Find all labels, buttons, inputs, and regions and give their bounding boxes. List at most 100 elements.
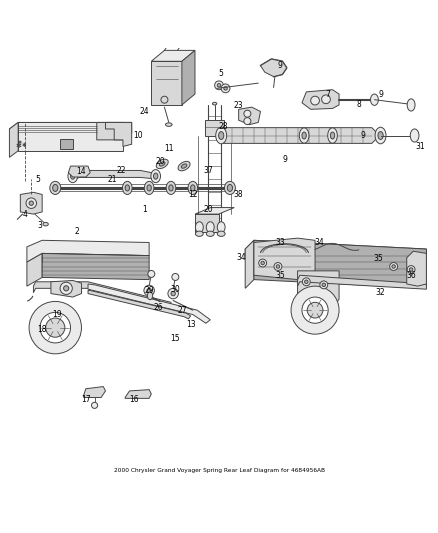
Ellipse shape — [302, 132, 306, 139]
Circle shape — [29, 201, 33, 205]
Bar — [205, 120, 224, 135]
Ellipse shape — [217, 231, 225, 236]
Circle shape — [244, 118, 251, 125]
Ellipse shape — [159, 161, 165, 166]
Ellipse shape — [371, 94, 378, 106]
Text: 5: 5 — [219, 69, 224, 78]
Polygon shape — [20, 192, 42, 214]
Circle shape — [392, 265, 396, 268]
Polygon shape — [195, 214, 219, 231]
Circle shape — [261, 261, 265, 265]
Bar — [60, 139, 73, 149]
Circle shape — [144, 285, 154, 296]
Polygon shape — [239, 107, 261, 125]
Polygon shape — [407, 251, 426, 286]
Polygon shape — [297, 275, 426, 289]
Circle shape — [161, 96, 168, 103]
Polygon shape — [297, 271, 339, 310]
Text: 36: 36 — [406, 271, 416, 280]
Circle shape — [92, 402, 98, 408]
Text: 1: 1 — [142, 205, 147, 214]
Text: 2000 Chrysler Grand Voyager Spring Rear Leaf Diagram for 4684956AB: 2000 Chrysler Grand Voyager Spring Rear … — [113, 469, 325, 473]
Polygon shape — [254, 238, 315, 280]
Ellipse shape — [375, 127, 386, 144]
Ellipse shape — [330, 132, 335, 139]
Circle shape — [40, 312, 71, 343]
Text: 3: 3 — [38, 221, 42, 230]
Circle shape — [64, 286, 69, 291]
Circle shape — [259, 259, 267, 267]
Circle shape — [244, 110, 251, 117]
Circle shape — [321, 95, 330, 103]
Circle shape — [148, 270, 155, 277]
Text: 16: 16 — [129, 395, 139, 404]
Ellipse shape — [191, 185, 195, 191]
Text: 34: 34 — [314, 238, 324, 247]
Ellipse shape — [206, 231, 214, 236]
Ellipse shape — [178, 161, 190, 171]
Text: 21: 21 — [107, 175, 117, 184]
Text: 30: 30 — [170, 285, 180, 294]
Text: 28: 28 — [219, 122, 228, 131]
Polygon shape — [27, 240, 149, 262]
Ellipse shape — [151, 169, 160, 183]
Ellipse shape — [43, 222, 48, 226]
Circle shape — [26, 198, 36, 208]
Text: 4: 4 — [22, 209, 27, 219]
Ellipse shape — [123, 181, 132, 195]
Polygon shape — [261, 59, 287, 77]
Ellipse shape — [195, 222, 203, 233]
Text: 29: 29 — [145, 286, 154, 295]
Text: 7: 7 — [326, 90, 331, 99]
Ellipse shape — [53, 184, 58, 191]
Ellipse shape — [328, 128, 337, 143]
Ellipse shape — [147, 185, 151, 191]
Text: 19: 19 — [53, 310, 62, 319]
Circle shape — [322, 283, 325, 287]
Ellipse shape — [166, 181, 176, 195]
Circle shape — [224, 87, 227, 90]
Ellipse shape — [216, 127, 226, 144]
Circle shape — [172, 273, 179, 280]
Ellipse shape — [206, 222, 214, 233]
Ellipse shape — [169, 185, 173, 191]
Ellipse shape — [71, 173, 75, 179]
Text: 26: 26 — [153, 303, 162, 312]
Ellipse shape — [156, 159, 168, 168]
Circle shape — [217, 84, 221, 87]
Polygon shape — [245, 240, 254, 288]
Text: 38: 38 — [234, 190, 244, 199]
Ellipse shape — [378, 132, 383, 140]
Polygon shape — [106, 123, 132, 147]
Circle shape — [147, 288, 151, 293]
Text: 9: 9 — [378, 90, 383, 99]
Polygon shape — [302, 90, 339, 109]
Polygon shape — [195, 207, 234, 214]
Polygon shape — [97, 123, 132, 140]
Text: 8: 8 — [357, 100, 361, 109]
Polygon shape — [88, 290, 191, 319]
Text: 27: 27 — [177, 305, 187, 314]
Ellipse shape — [227, 184, 233, 191]
Polygon shape — [18, 123, 123, 151]
Circle shape — [171, 292, 175, 296]
Text: 37: 37 — [203, 166, 213, 175]
Text: 33: 33 — [275, 238, 285, 247]
Text: 9: 9 — [282, 155, 287, 164]
Polygon shape — [254, 240, 426, 288]
Polygon shape — [42, 253, 149, 280]
Ellipse shape — [299, 128, 309, 143]
Text: 20: 20 — [155, 157, 165, 166]
Polygon shape — [245, 240, 426, 256]
Circle shape — [215, 81, 223, 90]
Ellipse shape — [68, 169, 78, 183]
Polygon shape — [10, 123, 132, 133]
Polygon shape — [88, 284, 210, 323]
Ellipse shape — [212, 102, 217, 105]
Circle shape — [274, 263, 282, 270]
Text: 12: 12 — [188, 190, 198, 199]
Circle shape — [311, 96, 319, 105]
Text: ✱: ✱ — [21, 143, 26, 148]
Circle shape — [410, 268, 413, 271]
Text: 2: 2 — [75, 227, 79, 236]
